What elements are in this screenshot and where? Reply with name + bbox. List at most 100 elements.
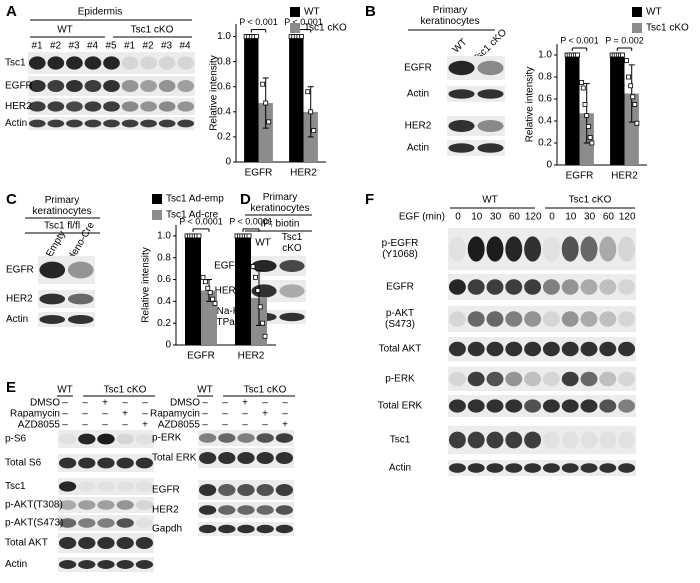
band (66, 80, 83, 92)
band (97, 433, 115, 445)
data-point (250, 264, 256, 269)
panel-label: B (365, 3, 376, 20)
band (116, 433, 134, 445)
band (78, 537, 96, 549)
band (467, 463, 485, 473)
band (237, 433, 255, 443)
band (97, 518, 115, 528)
band (448, 311, 466, 327)
row-label: p-ERK (385, 374, 415, 385)
data-point (620, 52, 625, 58)
blot-title: keratinocytes (421, 16, 480, 27)
band (505, 399, 523, 413)
blot-title: Epidermis (78, 7, 122, 18)
band (140, 80, 157, 92)
band (97, 481, 115, 492)
lane-label: #3 (161, 41, 173, 52)
band (218, 452, 236, 464)
band (116, 518, 134, 528)
y-tick-label: 0.2 (538, 138, 552, 149)
band (58, 457, 77, 469)
p-value: P = 0.002 (605, 35, 644, 45)
band (448, 236, 466, 262)
group-label: Tsc1 cKO (104, 385, 147, 396)
y-tick-label: 0.2 (217, 132, 231, 143)
band (467, 236, 485, 262)
band (477, 120, 504, 132)
band (218, 505, 236, 515)
band (580, 341, 598, 357)
band (467, 399, 485, 413)
y-axis-label: Relative intensity (209, 55, 220, 131)
band (121, 56, 139, 70)
sign: – (62, 409, 68, 420)
band (198, 433, 217, 443)
band (599, 311, 617, 327)
band (467, 371, 485, 387)
band (28, 119, 46, 128)
band (116, 457, 134, 469)
band (140, 101, 157, 112)
band (448, 143, 475, 153)
row-label: HER2 (215, 286, 242, 297)
sign: – (222, 409, 228, 420)
y-tick-label: 0.8 (157, 252, 171, 263)
band (486, 399, 504, 413)
row-label: p-ERK (152, 433, 182, 444)
band (78, 500, 96, 510)
band (39, 293, 66, 305)
blot-title: keratinocytes (251, 203, 310, 214)
band (135, 560, 154, 569)
sign: – (82, 420, 88, 431)
band (66, 56, 83, 70)
band (486, 431, 504, 449)
band (97, 537, 115, 549)
band (84, 80, 102, 92)
band (198, 505, 217, 515)
data-point (257, 304, 263, 310)
band (524, 236, 542, 262)
y-tick-label: 0.4 (538, 116, 552, 127)
blot-title: Primary (433, 5, 467, 16)
panel-label: E (6, 379, 16, 396)
band (618, 311, 636, 327)
row-label: Tsc1 (390, 435, 411, 446)
treatment-label: AZD8055 (18, 420, 61, 431)
band (47, 119, 65, 128)
data-point (207, 290, 213, 296)
band (58, 537, 77, 549)
band (467, 311, 485, 327)
band (580, 311, 598, 327)
band (275, 433, 294, 443)
panel-label: C (6, 191, 17, 208)
treatment-label: Rapamycin (10, 409, 60, 420)
data-point (311, 128, 317, 134)
band (237, 484, 255, 496)
y-tick-label: 0 (546, 160, 552, 171)
band (599, 431, 617, 449)
sign: + (142, 420, 148, 431)
sign: – (222, 398, 228, 409)
row-label: Actin (5, 559, 27, 570)
treatment-label: AZD8055 (158, 420, 201, 431)
band (97, 560, 115, 569)
y-tick-label: 0.4 (217, 106, 231, 117)
legend-label: WT (304, 7, 320, 18)
data-point (580, 85, 586, 91)
sign: + (242, 398, 248, 409)
band (275, 505, 294, 515)
band (103, 101, 120, 112)
band (580, 431, 598, 449)
band (218, 433, 236, 443)
sign: – (142, 398, 148, 409)
band (198, 452, 217, 464)
treatment-label: Rapamycin (150, 409, 200, 420)
band (135, 457, 154, 469)
band (561, 341, 579, 357)
band (121, 101, 139, 112)
data-point (260, 81, 266, 87)
band (448, 279, 466, 295)
sign: – (122, 420, 128, 431)
data-point (212, 301, 218, 306)
data-point (255, 288, 261, 293)
